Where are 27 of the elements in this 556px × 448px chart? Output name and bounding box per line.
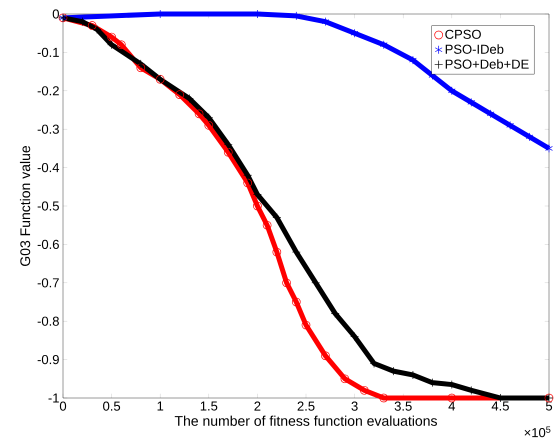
y-tick-label: -0.8 xyxy=(38,316,59,326)
x-tick-label: 3.5 xyxy=(394,402,412,411)
text: ×10$^{5}$ xyxy=(524,426,550,438)
x-tick-label: 3 xyxy=(351,402,358,411)
x-axis-title: The number of fitness function evaluations xyxy=(174,416,437,426)
x-tick-label: 2 xyxy=(254,402,260,411)
y-tick-label: -0.2 xyxy=(38,86,59,96)
x-tick-label: 4.5 xyxy=(492,402,509,411)
y-axis-title: G03 Function value xyxy=(20,146,30,266)
x-tick-label: 2.5 xyxy=(298,402,314,411)
x-tick-label: 0 xyxy=(60,402,66,411)
y-tick-label: 0 xyxy=(52,9,59,19)
y-tick-label: -0.3 xyxy=(38,124,59,134)
legend-label: CPSO xyxy=(445,30,481,39)
y-tick-label: -1 xyxy=(48,394,59,402)
legend-label: PSO-IDeb xyxy=(446,44,504,54)
x-tick-label: 1.5 xyxy=(200,402,218,411)
x-tick-label: 0.5 xyxy=(103,402,120,411)
legend-label: PSO+Deb+DE xyxy=(446,59,529,69)
x-tick-label: 1 xyxy=(158,402,164,410)
y-tick-label: -0.5 xyxy=(38,201,59,211)
x-tick-label: 4 xyxy=(448,402,456,410)
y-tick-label: -0.4 xyxy=(38,162,60,172)
y-tick-label: -0.9 xyxy=(38,354,59,364)
y-tick-label: -0.1 xyxy=(38,48,59,57)
y-tick-label: -0.7 xyxy=(38,278,59,288)
y-tick-label: -0.6 xyxy=(38,240,59,249)
